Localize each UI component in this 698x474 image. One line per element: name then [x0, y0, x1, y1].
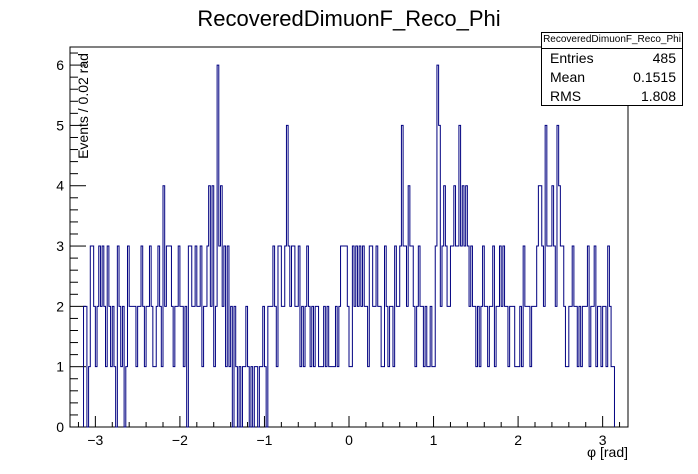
stats-mean-label: Mean — [550, 69, 586, 85]
axis-ticks — [70, 52, 621, 428]
y-tick-label: 1 — [56, 359, 64, 375]
y-tick-label: 0 — [56, 419, 64, 435]
y-tick-label: 4 — [56, 178, 64, 194]
y-tick-label: 6 — [56, 57, 64, 73]
x-axis-label: φ [rad] — [587, 444, 628, 460]
x-tick-label: 0 — [345, 432, 353, 448]
x-tick-label: −3 — [87, 432, 103, 448]
stats-mean-row: Mean 0.1515 — [542, 68, 682, 87]
y-tick-label: 5 — [56, 117, 64, 133]
x-tick-label: 2 — [514, 432, 522, 448]
y-tick-label: 2 — [56, 298, 64, 314]
stats-box-title: RecoveredDimuonF_Reco_Phi — [542, 33, 682, 49]
x-tick-labels: −3 −2 −1 0 1 2 3 — [87, 432, 606, 448]
stats-entries-value: 485 — [652, 50, 676, 66]
y-tick-labels: 0 1 2 3 4 5 6 — [56, 57, 64, 435]
stats-rms-label: RMS — [550, 88, 582, 104]
chart-title: RecoveredDimuonF_Reco_Phi — [197, 6, 501, 31]
stats-entries-row: Entries 485 — [542, 49, 682, 68]
y-tick-label: 3 — [56, 238, 64, 254]
x-tick-label: 1 — [430, 432, 438, 448]
histogram-line — [83, 64, 615, 428]
stats-mean-value: 0.1515 — [633, 69, 676, 85]
stats-box: RecoveredDimuonF_Reco_Phi Entries 485 Me… — [541, 32, 683, 106]
x-tick-label: −1 — [256, 432, 272, 448]
x-tick-label: −2 — [172, 432, 188, 448]
y-axis-label: Events / 0.02 rad — [74, 53, 91, 159]
x-tick-label: 3 — [599, 432, 607, 448]
stats-rms-row: RMS 1.808 — [542, 87, 682, 106]
stats-entries-label: Entries — [550, 50, 594, 66]
stats-rms-value: 1.808 — [640, 88, 676, 104]
